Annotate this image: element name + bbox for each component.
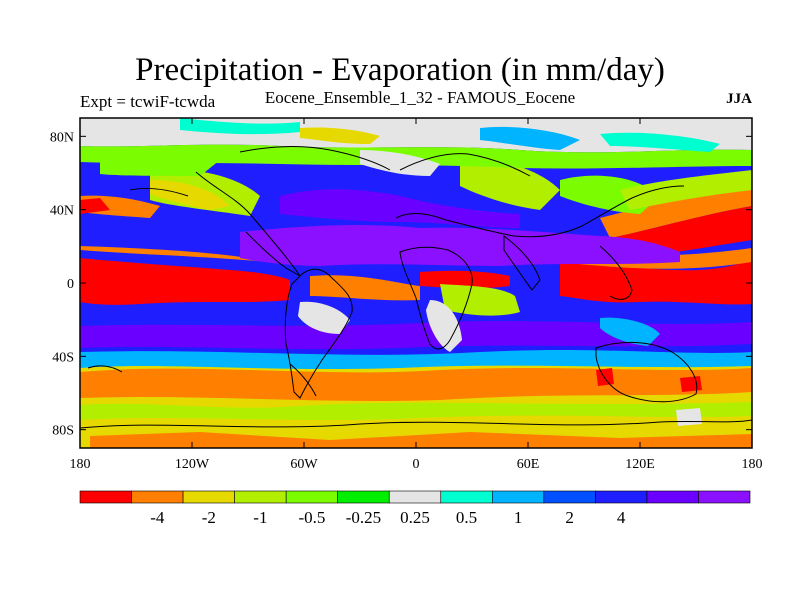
season-label: JJA xyxy=(726,91,752,107)
colorbar-swatch xyxy=(131,490,184,504)
x-tick-label: 120E xyxy=(625,457,655,472)
colorbar-label: 4 xyxy=(617,508,626,527)
experiment-label: Expt = tcwiF-tcwda xyxy=(80,92,216,111)
y-tick-label: 80N xyxy=(50,130,74,145)
x-tick-label: 60E xyxy=(517,457,540,472)
colorbar-swatch xyxy=(337,490,390,504)
x-tick-label: 60W xyxy=(290,457,318,472)
colorbar-swatch xyxy=(388,490,442,504)
colorbar-swatch xyxy=(234,490,287,504)
colorbar-label: 0.5 xyxy=(456,508,477,527)
colorbar-label: -0.5 xyxy=(298,508,325,527)
chart-title: Precipitation - Evaporation (in mm/day) xyxy=(135,52,665,88)
colorbar-swatch xyxy=(543,490,596,504)
colorbar-swatch xyxy=(182,490,235,504)
colorbar-label: -1 xyxy=(253,508,267,527)
colorbar-swatch xyxy=(79,490,132,504)
y-tick-label: 40N xyxy=(50,204,74,219)
x-tick-label: 180 xyxy=(70,457,91,472)
colorbar-swatch xyxy=(595,490,648,504)
colorbar-swatch xyxy=(440,490,493,504)
precip-evap-field xyxy=(80,118,752,448)
colorbar-swatch xyxy=(492,490,545,504)
colorbar-label: 1 xyxy=(514,508,523,527)
y-tick-label: 40S xyxy=(52,350,74,365)
colorbar-swatch xyxy=(698,490,751,504)
colorbar: -4 -2 -1 -0.5 -0.25 0.25 0.5 1 2 4 xyxy=(79,490,751,527)
x-tick-label: 120W xyxy=(175,457,210,472)
y-axis-ticks: 80N 40N 0 40S 80S xyxy=(50,130,752,439)
colorbar-label: 2 xyxy=(565,508,574,527)
ensemble-label: Eocene_Ensemble_1_32 - FAMOUS_Eocene xyxy=(264,88,576,107)
y-tick-label: 80S xyxy=(52,424,74,439)
y-tick-label: 0 xyxy=(67,277,74,292)
colorbar-swatch xyxy=(285,490,338,504)
colorbar-label: -0.25 xyxy=(346,508,381,527)
x-tick-label: 180 xyxy=(742,457,763,472)
colorbar-swatch xyxy=(646,490,699,504)
coastlines xyxy=(80,145,752,429)
colorbar-label: 0.25 xyxy=(400,508,430,527)
colorbar-label: -2 xyxy=(202,508,216,527)
x-axis-ticks: 180 120W 60W 0 60E 120E 180 xyxy=(70,118,763,472)
colorbar-label: -4 xyxy=(150,508,165,527)
x-tick-label: 0 xyxy=(413,457,420,472)
